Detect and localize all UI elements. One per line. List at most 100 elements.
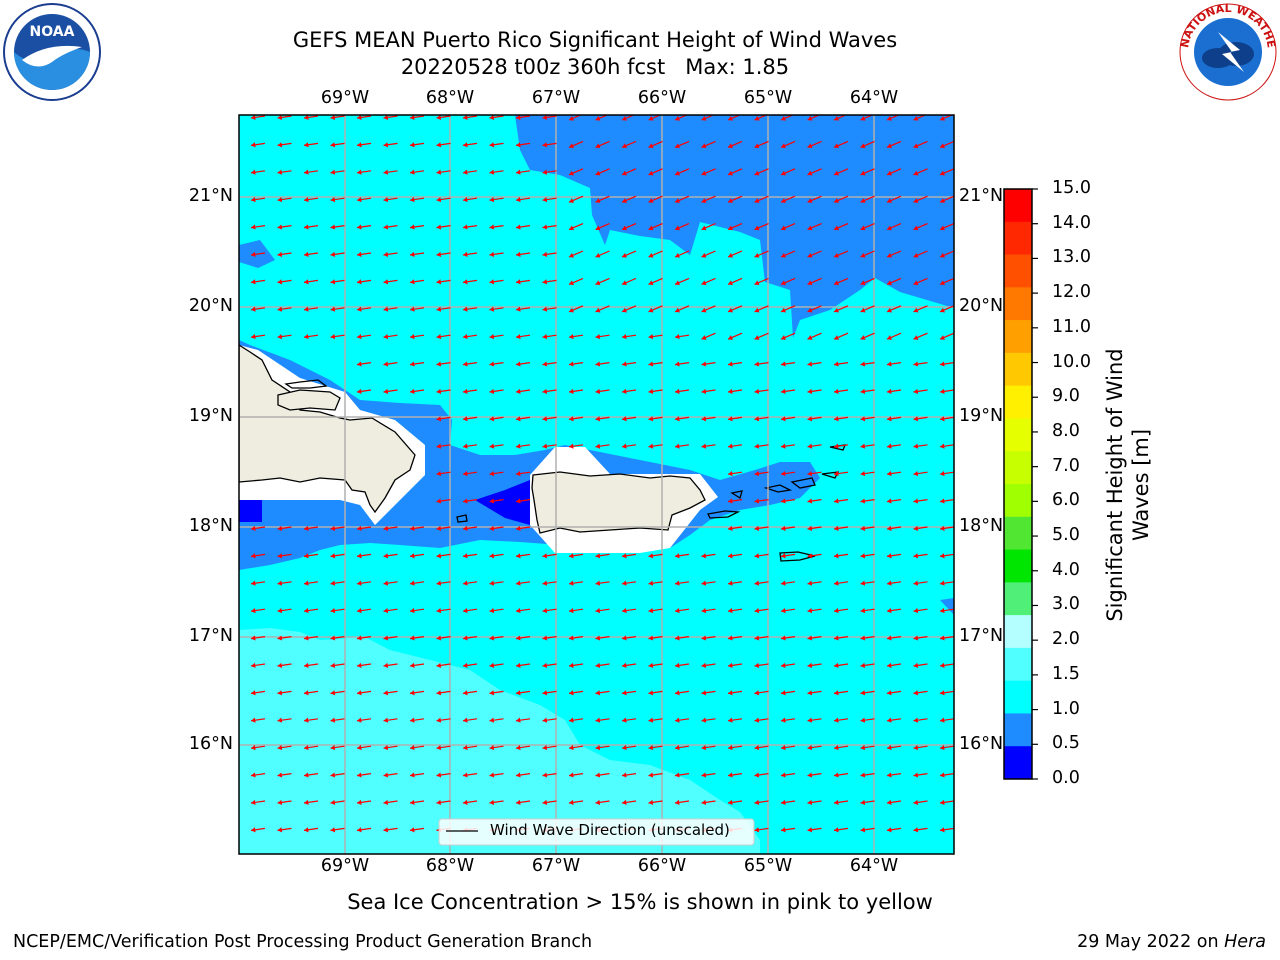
wave-arrow bbox=[489, 388, 504, 394]
wave-arrow bbox=[939, 471, 954, 477]
wave-arrow bbox=[409, 717, 425, 723]
wave-arrow bbox=[780, 250, 796, 258]
wave-arrow bbox=[277, 635, 292, 641]
wave-arrow bbox=[648, 608, 663, 614]
lon-label-top: 64°W bbox=[849, 88, 899, 108]
wave-arrow bbox=[277, 662, 292, 668]
wave-arrow bbox=[542, 251, 557, 257]
wave-arrow bbox=[595, 195, 610, 203]
wave-arrow bbox=[409, 334, 425, 340]
wave-arrow bbox=[303, 745, 319, 751]
wave-arrow bbox=[303, 115, 319, 120]
wave-arrow bbox=[860, 332, 875, 340]
wave-arrow bbox=[727, 361, 743, 367]
wave-arrow bbox=[621, 635, 637, 641]
legend-label: Wind Wave Direction (unscaled) bbox=[490, 821, 730, 839]
wave-arrow bbox=[515, 169, 531, 175]
wave-arrow bbox=[939, 772, 954, 778]
wave-arrow bbox=[780, 443, 796, 449]
wave-arrow bbox=[886, 525, 902, 531]
wave-arrow bbox=[462, 361, 478, 367]
wave-arrow bbox=[860, 195, 875, 203]
wave-arrow bbox=[648, 277, 663, 286]
land-st-croix bbox=[779, 551, 816, 562]
wave-arrow bbox=[674, 799, 690, 805]
wave-arrow bbox=[595, 799, 610, 805]
wave-arrow bbox=[727, 223, 743, 231]
colorbar-segment bbox=[1004, 189, 1032, 223]
wave-arrow bbox=[860, 745, 875, 751]
wave-arrow bbox=[330, 717, 345, 723]
wave-arrow bbox=[409, 635, 425, 641]
wave-arrow bbox=[489, 142, 504, 148]
wave-arrow bbox=[489, 498, 504, 504]
wave-arrow bbox=[621, 416, 637, 422]
footer-branch: NCEP/EMC/Verification Post Processing Pr… bbox=[13, 932, 593, 952]
wave-arrow bbox=[621, 443, 637, 449]
wave-arrow bbox=[833, 195, 849, 203]
wave-arrow bbox=[886, 140, 902, 149]
wave-arrow bbox=[542, 388, 557, 394]
wave-arrow bbox=[383, 580, 398, 586]
wave-arrow bbox=[515, 690, 531, 696]
wave-arrow bbox=[277, 142, 292, 148]
wave-arrow bbox=[489, 306, 504, 312]
wave-arrow bbox=[330, 580, 345, 586]
wave-arrow bbox=[515, 224, 531, 230]
wave-arrow bbox=[568, 799, 584, 805]
wave-arrow bbox=[542, 334, 557, 340]
wave-arrow bbox=[727, 717, 743, 723]
wave-arrow bbox=[409, 772, 425, 778]
wave-arrow bbox=[356, 827, 372, 833]
wave-arrow bbox=[489, 608, 504, 614]
wave-arrow bbox=[542, 142, 557, 148]
lon-label-top: 69°W bbox=[320, 88, 370, 108]
wave-arrow bbox=[277, 197, 292, 203]
wave-arrow bbox=[595, 553, 610, 559]
wave-arrow bbox=[595, 745, 610, 751]
wave-arrow bbox=[383, 169, 398, 175]
wave-arrow bbox=[250, 525, 266, 531]
wave-arrow bbox=[542, 690, 557, 696]
wave-arrow bbox=[860, 608, 875, 614]
wave-arrow bbox=[913, 827, 928, 833]
wave-arrow bbox=[701, 772, 716, 778]
wave-arrow bbox=[515, 471, 531, 477]
wave-arrow bbox=[489, 799, 504, 805]
wave-arrow bbox=[780, 553, 796, 559]
wave-arrow bbox=[250, 197, 266, 203]
wave-arrow bbox=[489, 169, 504, 175]
wave-arrow bbox=[462, 498, 478, 504]
wave-arrow bbox=[568, 717, 584, 723]
wave-arrow bbox=[754, 416, 769, 422]
wave-arrow bbox=[595, 168, 610, 176]
wave-arrow bbox=[754, 745, 769, 751]
wave-arrow bbox=[754, 250, 769, 258]
wave-arrow bbox=[595, 334, 610, 340]
lon-label-bottom: 64°W bbox=[849, 856, 899, 876]
lon-label-bottom: 66°W bbox=[637, 856, 687, 876]
wave-arrow bbox=[939, 305, 954, 313]
wave-arrow bbox=[807, 471, 822, 477]
lon-label-bottom: 67°W bbox=[531, 856, 581, 876]
wave-arrow bbox=[595, 443, 610, 449]
wave-arrow bbox=[674, 580, 690, 586]
wave-arrow bbox=[330, 553, 345, 559]
wave-arrow bbox=[754, 772, 769, 778]
wave-arrow bbox=[489, 361, 504, 367]
wave-arrow bbox=[754, 115, 768, 121]
wave-arrow bbox=[886, 690, 902, 696]
wave-arrow bbox=[330, 169, 345, 175]
wave-arrow bbox=[250, 662, 266, 668]
wave-arrow bbox=[462, 334, 478, 340]
wave-arrow bbox=[356, 361, 372, 367]
wave-arrow bbox=[886, 498, 902, 504]
wave-arrow bbox=[462, 169, 478, 175]
contour-0.5-1.0-e bbox=[940, 598, 954, 615]
wave-arrow bbox=[833, 443, 849, 449]
wave-arrow bbox=[727, 332, 743, 340]
wave-arrow bbox=[383, 525, 398, 531]
wave-arrow bbox=[542, 279, 557, 285]
wave-arrow bbox=[886, 361, 902, 367]
wave-arrow bbox=[886, 608, 902, 614]
